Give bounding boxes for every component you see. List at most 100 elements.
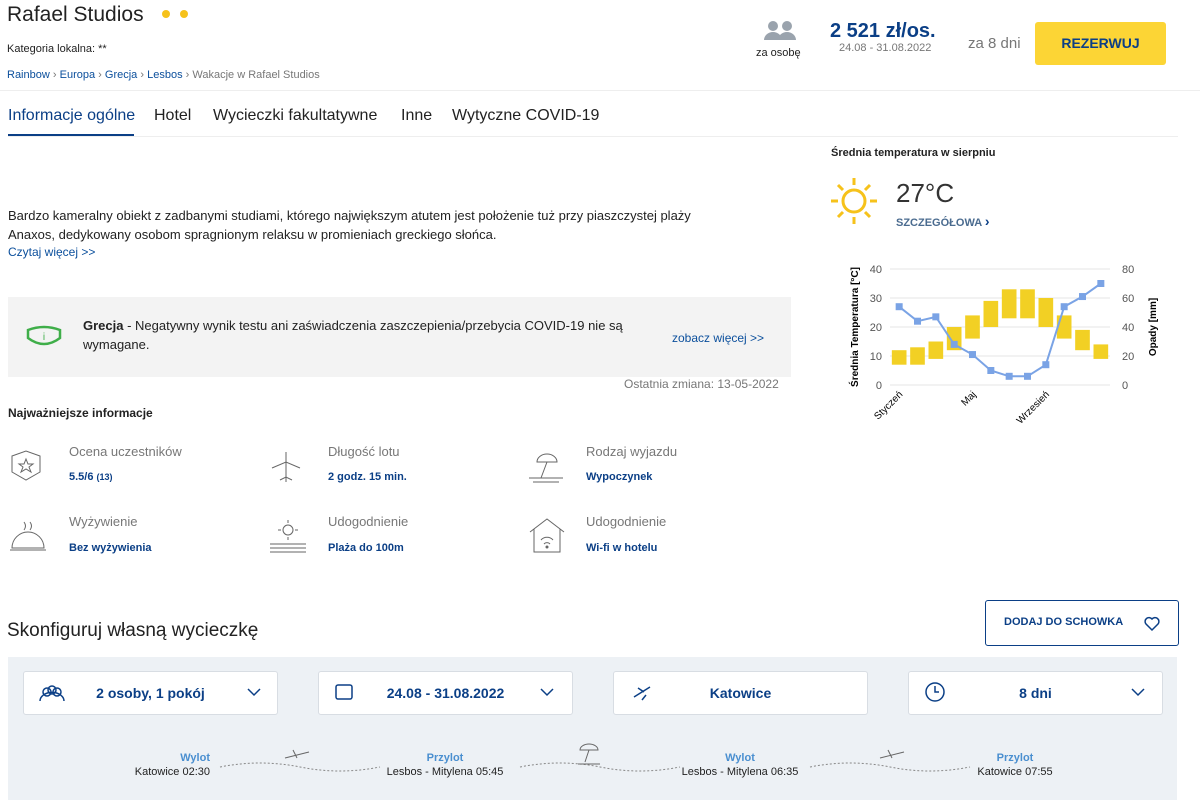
range-bar	[983, 300, 999, 327]
covid-link[interactable]: zobacz więcej >>	[672, 331, 765, 345]
description: Bardzo kameralny obiekt z zadbanymi stud…	[8, 208, 691, 242]
line-point	[1042, 361, 1050, 369]
stars	[162, 10, 188, 18]
tab[interactable]: Wycieczki fakultatywne	[213, 107, 378, 124]
range-bar	[965, 315, 980, 339]
icon	[271, 452, 301, 482]
crumb[interactable]: Lesbos	[147, 69, 183, 81]
line-point	[969, 351, 976, 359]
selector-text: 8 dni	[1019, 685, 1052, 701]
selector[interactable]: Katowice	[613, 671, 868, 715]
flight-place: Lesbos - Mitylena 06:35	[681, 766, 799, 778]
info-value: 5.5/6 (13)	[69, 471, 113, 483]
flight: Wylot Lesbos - Mitylena 06:35	[675, 751, 805, 779]
y-tick-label: 30	[870, 293, 882, 305]
info-value: Wypoczynek	[586, 471, 653, 483]
price: 2 521 zł/os.	[830, 20, 936, 42]
info-value: 2 godz. 15 min.	[328, 471, 407, 483]
line-point	[950, 340, 958, 348]
icon	[270, 520, 306, 553]
info-label: Rodzaj wyjazdu	[586, 444, 678, 459]
range-bar	[928, 341, 944, 359]
details-link[interactable]: SZCZEGÓŁOWA ›	[896, 213, 990, 229]
selector[interactable]: 2 osoby, 1 pokój	[23, 671, 278, 715]
range-bar	[1075, 329, 1090, 351]
flight-place: Lesbos - Mitylena 05:45	[386, 766, 504, 778]
flight: Przylot Katowice 07:55	[970, 751, 1060, 779]
flight: Przylot Lesbos - Mitylena 05:45	[380, 751, 510, 779]
y-tick-label: 0	[876, 380, 882, 392]
flight-label: Wylot	[180, 752, 210, 764]
book-button[interactable]: REZERWUJ	[1035, 22, 1166, 65]
config-decor	[39, 682, 1145, 772]
icon	[529, 453, 563, 483]
chart-title: Średnia temperatura w sierpniu	[831, 147, 996, 159]
save-button[interactable]: DODAJ DO SCHOWKA	[985, 600, 1179, 646]
hotel-title: Rafael Studios	[7, 3, 144, 26]
line-point	[1079, 293, 1086, 301]
y2-tick-label: 20	[1122, 351, 1134, 363]
covid-box	[8, 297, 791, 377]
svg-text:i: i	[43, 332, 45, 343]
info-label: Wyżywienie	[69, 514, 138, 529]
y-tick-label: 20	[870, 322, 882, 334]
range-bar	[1020, 289, 1035, 319]
line-point	[1060, 303, 1068, 311]
tab[interactable]: Hotel	[154, 107, 192, 124]
divider	[0, 90, 1200, 91]
selector[interactable]: 8 dni	[908, 671, 1163, 715]
read-more[interactable]: Czytaj więcej >>	[8, 245, 96, 259]
per-person: za osobę	[756, 47, 801, 59]
tab[interactable]: Inne	[401, 107, 433, 124]
breadcrumbs: Rainbow › Europa › Grecja › Lesbos › Wak…	[7, 69, 320, 81]
crumb[interactable]: Rainbow	[7, 69, 50, 81]
crumb[interactable]: Europa	[59, 69, 96, 81]
info-label: Udogodnienie	[328, 514, 409, 529]
selector[interactable]: 24.08 - 31.08.2022	[318, 671, 573, 715]
covid-info: - Negatywny wynik testu ani zaświadczeni…	[83, 318, 623, 352]
save-text: DODAJ DO SCHOWKA	[1004, 616, 1124, 628]
tab[interactable]: Wytyczne COVID-19	[452, 107, 600, 124]
range-bar	[910, 347, 925, 365]
line-point	[1005, 372, 1013, 380]
line-point	[914, 317, 921, 325]
icon	[10, 521, 46, 551]
info-label: Ocena uczestników	[69, 444, 182, 459]
heart-icon	[1144, 616, 1160, 632]
duration: za 8 dni	[968, 35, 1021, 52]
selector-text: 24.08 - 31.08.2022	[386, 685, 505, 701]
y2-tick-label: 80	[1122, 264, 1134, 276]
tab-underline	[8, 134, 134, 137]
people-icon	[764, 21, 796, 40]
flight-label: Wylot	[725, 752, 755, 764]
divider	[8, 136, 1178, 137]
flight-label: Przylot	[996, 752, 1034, 764]
range-bar	[1001, 289, 1017, 319]
y-axis-label: Średnia Temperatura [°C]	[848, 267, 861, 387]
y-tick-label: 40	[870, 264, 882, 276]
line-point	[932, 313, 940, 321]
y2-tick-label: 60	[1122, 293, 1134, 305]
flight-place: Katowice 07:55	[977, 766, 1053, 778]
y2-axis-label: Opady [mm]	[1148, 298, 1159, 356]
last-change: Ostatnia zmiana: 13-05-2022	[624, 377, 779, 391]
range-bar	[1038, 298, 1054, 327]
y-tick-label: 10	[870, 351, 882, 363]
y2-tick-label: 0	[1122, 380, 1128, 392]
rating-count: (13)	[96, 472, 113, 482]
chart: 0 10 20 30 40 0 20 40 60 80 Średnia Temperatura [°…	[848, 264, 1159, 426]
crumb[interactable]: Grecja	[104, 69, 138, 81]
info-value: Wi-fi w hotelu	[586, 542, 658, 554]
mask-icon: i	[26, 325, 62, 346]
info-value: Bez wyżywienia	[69, 542, 152, 554]
price-dates: 24.08 - 31.08.2022	[839, 42, 932, 54]
rating: 5.5/6	[69, 471, 94, 483]
flight: Wylot Katowice 02:30	[130, 751, 210, 779]
category: Kategoria lokalna: **	[7, 43, 107, 55]
info-label: Długość lotu	[328, 444, 400, 459]
tab[interactable]: Informacje ogólne	[8, 107, 136, 124]
covid-country: Grecja	[83, 318, 124, 333]
line-point	[1024, 372, 1031, 380]
x-tick-label: Maj	[959, 389, 978, 408]
